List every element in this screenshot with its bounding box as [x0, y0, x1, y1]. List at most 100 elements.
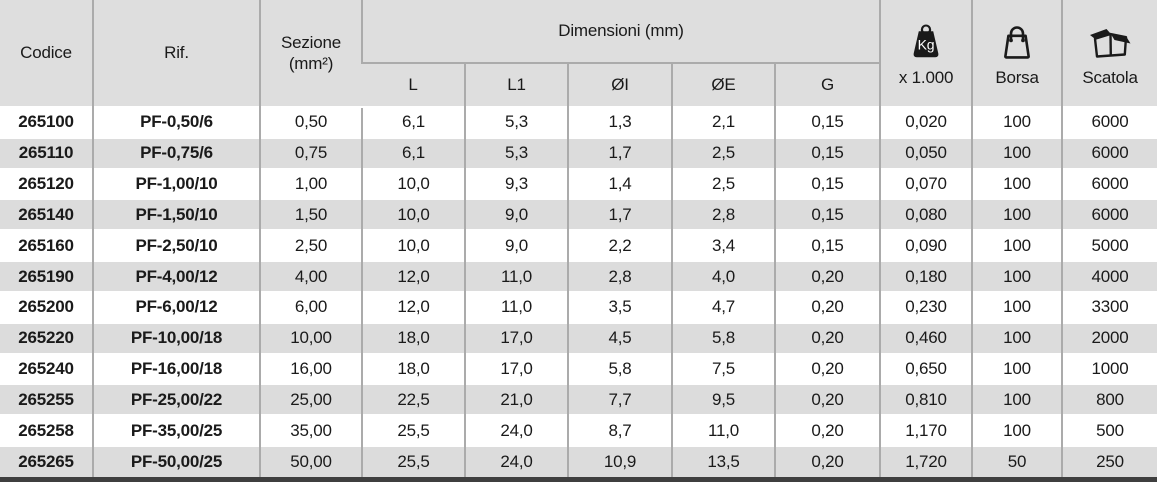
header-borsa: Borsa [971, 0, 1063, 107]
cell-scatola: 500 [1061, 414, 1157, 447]
cell-diametro-interno: 4,5 [567, 321, 672, 354]
cell-diametro-esterno: 2,5 [671, 167, 775, 200]
cell-G: 0,20 [773, 383, 881, 416]
cell-sezione: 4,00 [259, 260, 362, 292]
cell-kg-x-1000: 0,180 [879, 260, 973, 292]
cell-L: 10,0 [361, 167, 465, 200]
cell-L1: 24,0 [464, 445, 568, 477]
table-row: 265200 PF-6,00/12 6,00 12,0 11,0 3,5 4,7… [0, 290, 1157, 323]
table-row: 265255 PF-25,00/22 25,00 22,5 21,0 7,7 9… [0, 383, 1157, 416]
header-weight-per-1000: Kg x 1.000 [879, 0, 973, 107]
header-sezione-line1: Sezione [280, 32, 342, 52]
cell-L1: 5,3 [464, 136, 568, 169]
cell-kg-x-1000: 0,070 [879, 167, 973, 200]
cell-diametro-esterno: 5,8 [671, 321, 775, 354]
cell-kg-x-1000: 0,080 [879, 198, 973, 231]
cell-G: 0,20 [773, 352, 881, 385]
cell-L: 25,5 [361, 445, 465, 477]
cell-diametro-interno: 2,8 [567, 260, 672, 292]
cell-sezione: 10,00 [259, 321, 362, 354]
cell-G: 0,15 [773, 136, 881, 169]
cell-diametro-interno: 7,7 [567, 383, 672, 416]
cell-borsa: 100 [971, 321, 1063, 354]
cell-sezione: 6,00 [259, 290, 362, 323]
cell-kg-x-1000: 1,170 [879, 414, 973, 447]
cell-borsa: 100 [971, 167, 1063, 200]
header-sezione: Sezione (mm²) [259, 0, 362, 107]
cell-rif: PF-0,50/6 [92, 106, 260, 138]
cell-codice: 265200 [0, 290, 93, 323]
cell-codice: 265110 [0, 136, 93, 169]
cell-borsa: 100 [971, 136, 1063, 169]
header-rif: Rif. [92, 0, 260, 107]
cell-sezione: 35,00 [259, 414, 362, 447]
cell-sezione: 2,50 [259, 229, 362, 262]
table-body: 265100 PF-0,50/6 0,50 6,1 5,3 1,3 2,1 0,… [0, 106, 1157, 477]
cell-rif: PF-6,00/12 [92, 290, 260, 323]
cell-rif: PF-4,00/12 [92, 260, 260, 292]
table-header: Codice Rif. Sezione (mm²) Dimensioni (mm… [0, 0, 1157, 107]
cell-sezione: 1,00 [259, 167, 362, 200]
cell-codice: 265255 [0, 383, 93, 416]
cell-G: 0,20 [773, 321, 881, 354]
cell-borsa: 100 [971, 383, 1063, 416]
cell-L1: 21,0 [464, 383, 568, 416]
table-row: 265140 PF-1,50/10 1,50 10,0 9,0 1,7 2,8 … [0, 198, 1157, 231]
cell-codice: 265220 [0, 321, 93, 354]
cell-kg-x-1000: 0,020 [879, 106, 973, 138]
cell-kg-x-1000: 0,090 [879, 229, 973, 262]
cell-L: 10,0 [361, 198, 465, 231]
cell-scatola: 2000 [1061, 321, 1157, 354]
cell-borsa: 100 [971, 260, 1063, 292]
header-scatola: Scatola [1061, 0, 1157, 107]
cell-kg-x-1000: 0,650 [879, 352, 973, 385]
cell-diametro-esterno: 7,5 [671, 352, 775, 385]
table-row: 265160 PF-2,50/10 2,50 10,0 9,0 2,2 3,4 … [0, 229, 1157, 262]
table-row: 265265 PF-50,00/25 50,00 25,5 24,0 10,9 … [0, 445, 1157, 477]
cell-diametro-interno: 1,7 [567, 198, 672, 231]
cell-codice: 265265 [0, 445, 93, 477]
table-row: 265220 PF-10,00/18 10,00 18,0 17,0 4,5 5… [0, 321, 1157, 354]
cell-rif: PF-35,00/25 [92, 414, 260, 447]
cell-kg-x-1000: 0,230 [879, 290, 973, 323]
cell-L1: 11,0 [464, 260, 568, 292]
cell-diametro-esterno: 3,4 [671, 229, 775, 262]
table-row: 265190 PF-4,00/12 4,00 12,0 11,0 2,8 4,0… [0, 260, 1157, 292]
cell-borsa: 100 [971, 106, 1063, 138]
cell-diametro-interno: 1,7 [567, 136, 672, 169]
cell-diametro-esterno: 4,0 [671, 260, 775, 292]
cell-borsa: 100 [971, 414, 1063, 447]
cell-G: 0,15 [773, 198, 881, 231]
cell-borsa: 100 [971, 229, 1063, 262]
cell-sezione: 50,00 [259, 445, 362, 477]
cell-G: 0,15 [773, 229, 881, 262]
cell-borsa: 100 [971, 198, 1063, 231]
cell-diametro-interno: 5,8 [567, 352, 672, 385]
cell-borsa: 100 [971, 352, 1063, 385]
cell-G: 0,20 [773, 414, 881, 447]
cell-codice: 265140 [0, 198, 93, 231]
table-row: 265258 PF-35,00/25 35,00 25,5 24,0 8,7 1… [0, 414, 1157, 447]
cell-scatola: 6000 [1061, 106, 1157, 138]
cell-scatola: 6000 [1061, 167, 1157, 200]
cell-rif: PF-50,00/25 [92, 445, 260, 477]
table-row: 265110 PF-0,75/6 0,75 6,1 5,3 1,7 2,5 0,… [0, 136, 1157, 169]
box-icon [1090, 28, 1131, 58]
cell-diametro-esterno: 11,0 [671, 414, 775, 447]
cell-L1: 11,0 [464, 290, 568, 323]
cell-borsa: 100 [971, 290, 1063, 323]
cell-L: 12,0 [361, 260, 465, 292]
cell-L1: 24,0 [464, 414, 568, 447]
bag-icon [1004, 25, 1030, 59]
cell-L1: 5,3 [464, 106, 568, 138]
cell-diametro-interno: 8,7 [567, 414, 672, 447]
cell-diametro-interno: 1,3 [567, 106, 672, 138]
cell-diametro-esterno: 4,7 [671, 290, 775, 323]
table-row: 265100 PF-0,50/6 0,50 6,1 5,3 1,3 2,1 0,… [0, 106, 1157, 138]
cell-codice: 265190 [0, 260, 93, 292]
cell-sezione: 25,00 [259, 383, 362, 416]
cell-G: 0,15 [773, 106, 881, 138]
header-scatola-label: Scatola [1082, 67, 1138, 87]
cell-codice: 265258 [0, 414, 93, 447]
table-bottom-border [0, 477, 1157, 482]
